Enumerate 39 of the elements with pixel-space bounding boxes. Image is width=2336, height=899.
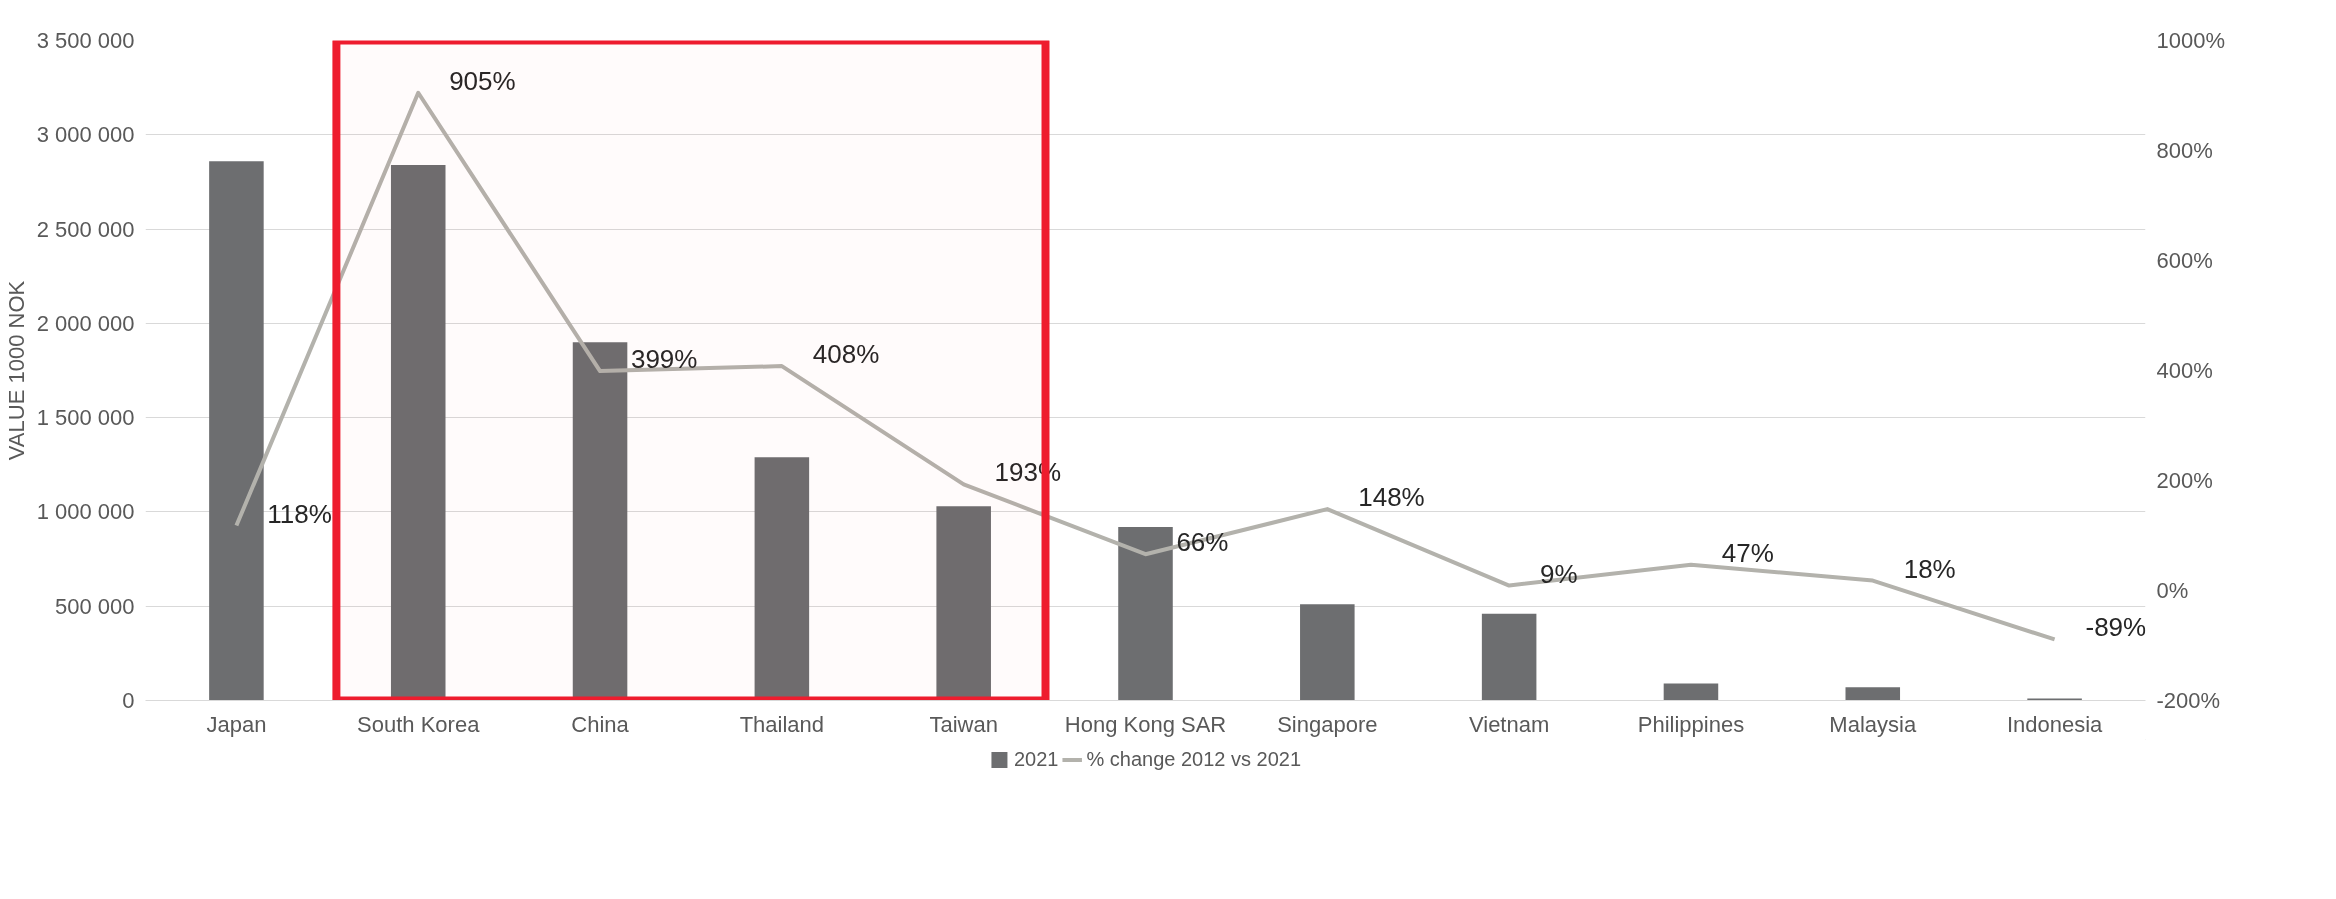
y-tick-label: 1 000 000 (36, 499, 135, 525)
x-tick-label: Singapore (1277, 711, 1378, 737)
y2-tick-label: 400% (2156, 358, 2213, 383)
x-tick-label: Taiwan (929, 711, 998, 737)
y-tick-label: 3 000 000 (36, 122, 135, 148)
y2-tick-label: 600% (2156, 248, 2213, 273)
x-tick-label: Thailand (739, 711, 825, 737)
data-label: -89% (2085, 612, 2147, 643)
data-label: 9% (1540, 558, 1578, 589)
x-tick-label: Malaysia (1829, 711, 1917, 737)
y-tick-label: 2 000 000 (36, 310, 135, 336)
legend-label: 2021 (1013, 747, 1059, 771)
y2-tick-label: 1000% (2156, 28, 2226, 53)
y-axis-title: VALUE 1000 NOK (3, 280, 29, 461)
y2-tick-label: 800% (2156, 138, 2213, 163)
y-tick-label: 3 500 000 (36, 28, 135, 53)
y2-tick-label: 200% (2156, 468, 2213, 493)
x-tick-label: China (571, 711, 630, 737)
data-label: 408% (812, 339, 880, 370)
x-tick-label: Vietnam (1468, 711, 1550, 737)
y-tick-label: 0 (122, 688, 135, 713)
x-tick-label: Indonesia (2006, 711, 2104, 737)
y2-tick-label: -200% (2156, 688, 2221, 713)
y2-tick-label: 0% (2156, 578, 2189, 603)
data-label: 905% (449, 65, 516, 96)
x-tick-label: Japan (206, 711, 267, 737)
y-tick-label: 2 500 000 (36, 216, 135, 242)
data-label: 47% (1721, 537, 1774, 568)
y-tick-label: 1 500 000 (36, 405, 135, 431)
x-tick-label: South Korea (357, 711, 481, 737)
x-tick-label: Philippines (1637, 711, 1745, 737)
data-label: 66% (1176, 527, 1229, 558)
data-label: 118% (267, 498, 332, 529)
legend-label: % change 2012 vs 2021 (1086, 747, 1302, 771)
data-label: 148% (1358, 482, 1425, 513)
data-label: 399% (630, 344, 698, 375)
data-label: 18% (1903, 553, 1956, 584)
y-tick-label: 500 000 (54, 593, 135, 619)
x-tick-label: Hong Kong SAR (1064, 711, 1227, 737)
